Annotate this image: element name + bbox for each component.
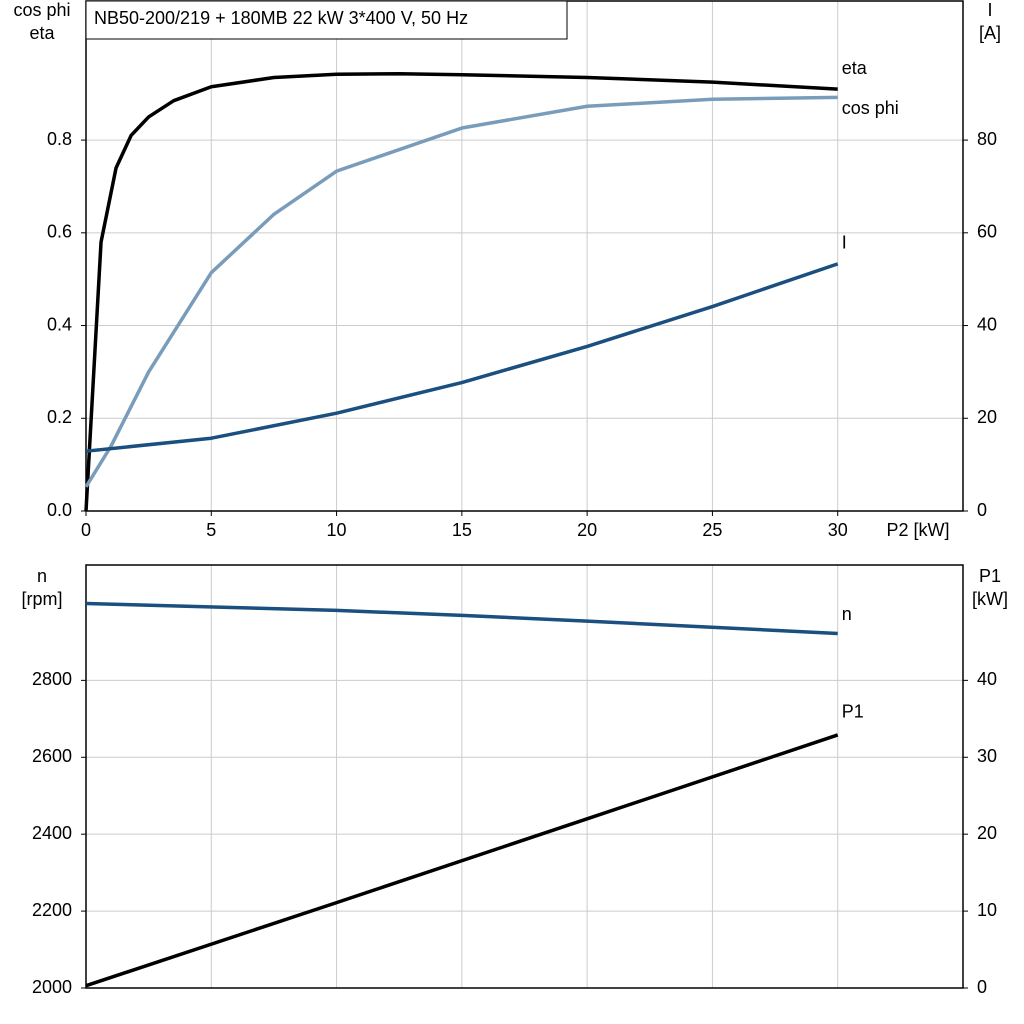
y2-tick-label: 40: [977, 314, 997, 334]
x-axis-label: P2 [kW]: [886, 520, 949, 540]
y-tick-label: 0.2: [47, 407, 72, 427]
x-tick-label: 25: [702, 520, 722, 540]
y-tick-label: 2200: [32, 900, 72, 920]
x-tick-label: 30: [828, 520, 848, 540]
y2-axis-label: I: [987, 0, 992, 20]
x-tick-label: 20: [577, 520, 597, 540]
y2-tick-label: 0: [977, 500, 987, 520]
plot-frame: [85, 564, 964, 989]
x-tick-label: 15: [452, 520, 472, 540]
y-tick-label: 0.0: [47, 500, 72, 520]
y2-axis-label: [A]: [979, 23, 1001, 43]
y2-axis-label: P1: [979, 566, 1001, 586]
series-label: eta: [842, 58, 868, 78]
y2-tick-label: 80: [977, 129, 997, 149]
y-axis-label: n: [37, 566, 47, 586]
y2-tick-label: 30: [977, 746, 997, 766]
y-tick-label: 0.6: [47, 222, 72, 242]
y2-tick-label: 0: [977, 977, 987, 997]
series-line: [85, 733, 839, 988]
y-tick-label: 2600: [32, 746, 72, 766]
y-axis-label: cos phi: [13, 0, 70, 20]
y2-axis-label: [kW]: [972, 589, 1008, 609]
x-tick-label: 0: [81, 520, 91, 540]
chart-title: NB50-200/219 + 180MB 22 kW 3*400 V, 50 H…: [94, 8, 468, 28]
series-line: [85, 601, 838, 636]
title-box: [85, 0, 568, 40]
y2-tick-label: 20: [977, 823, 997, 843]
series-line: [84, 72, 838, 512]
series-label: P1: [842, 702, 864, 722]
y-tick-label: 0.8: [47, 129, 72, 149]
y-tick-label: 0.4: [47, 314, 72, 334]
y-axis-label: eta: [29, 23, 55, 43]
y-tick-label: 2000: [32, 977, 72, 997]
x-tick-label: 5: [206, 520, 216, 540]
y2-tick-label: 20: [977, 407, 997, 427]
series-line: [85, 262, 839, 453]
series-label: n: [842, 604, 852, 624]
series-label: I: [842, 233, 847, 253]
y2-tick-label: 60: [977, 222, 997, 242]
series-line: [84, 95, 838, 488]
x-tick-label: 10: [327, 520, 347, 540]
y2-tick-label: 40: [977, 669, 997, 689]
series-label: cos phi: [842, 98, 899, 118]
y-tick-label: 2400: [32, 823, 72, 843]
y2-tick-label: 10: [977, 900, 997, 920]
y-axis-label: [rpm]: [21, 589, 62, 609]
y-tick-label: 2800: [32, 669, 72, 689]
